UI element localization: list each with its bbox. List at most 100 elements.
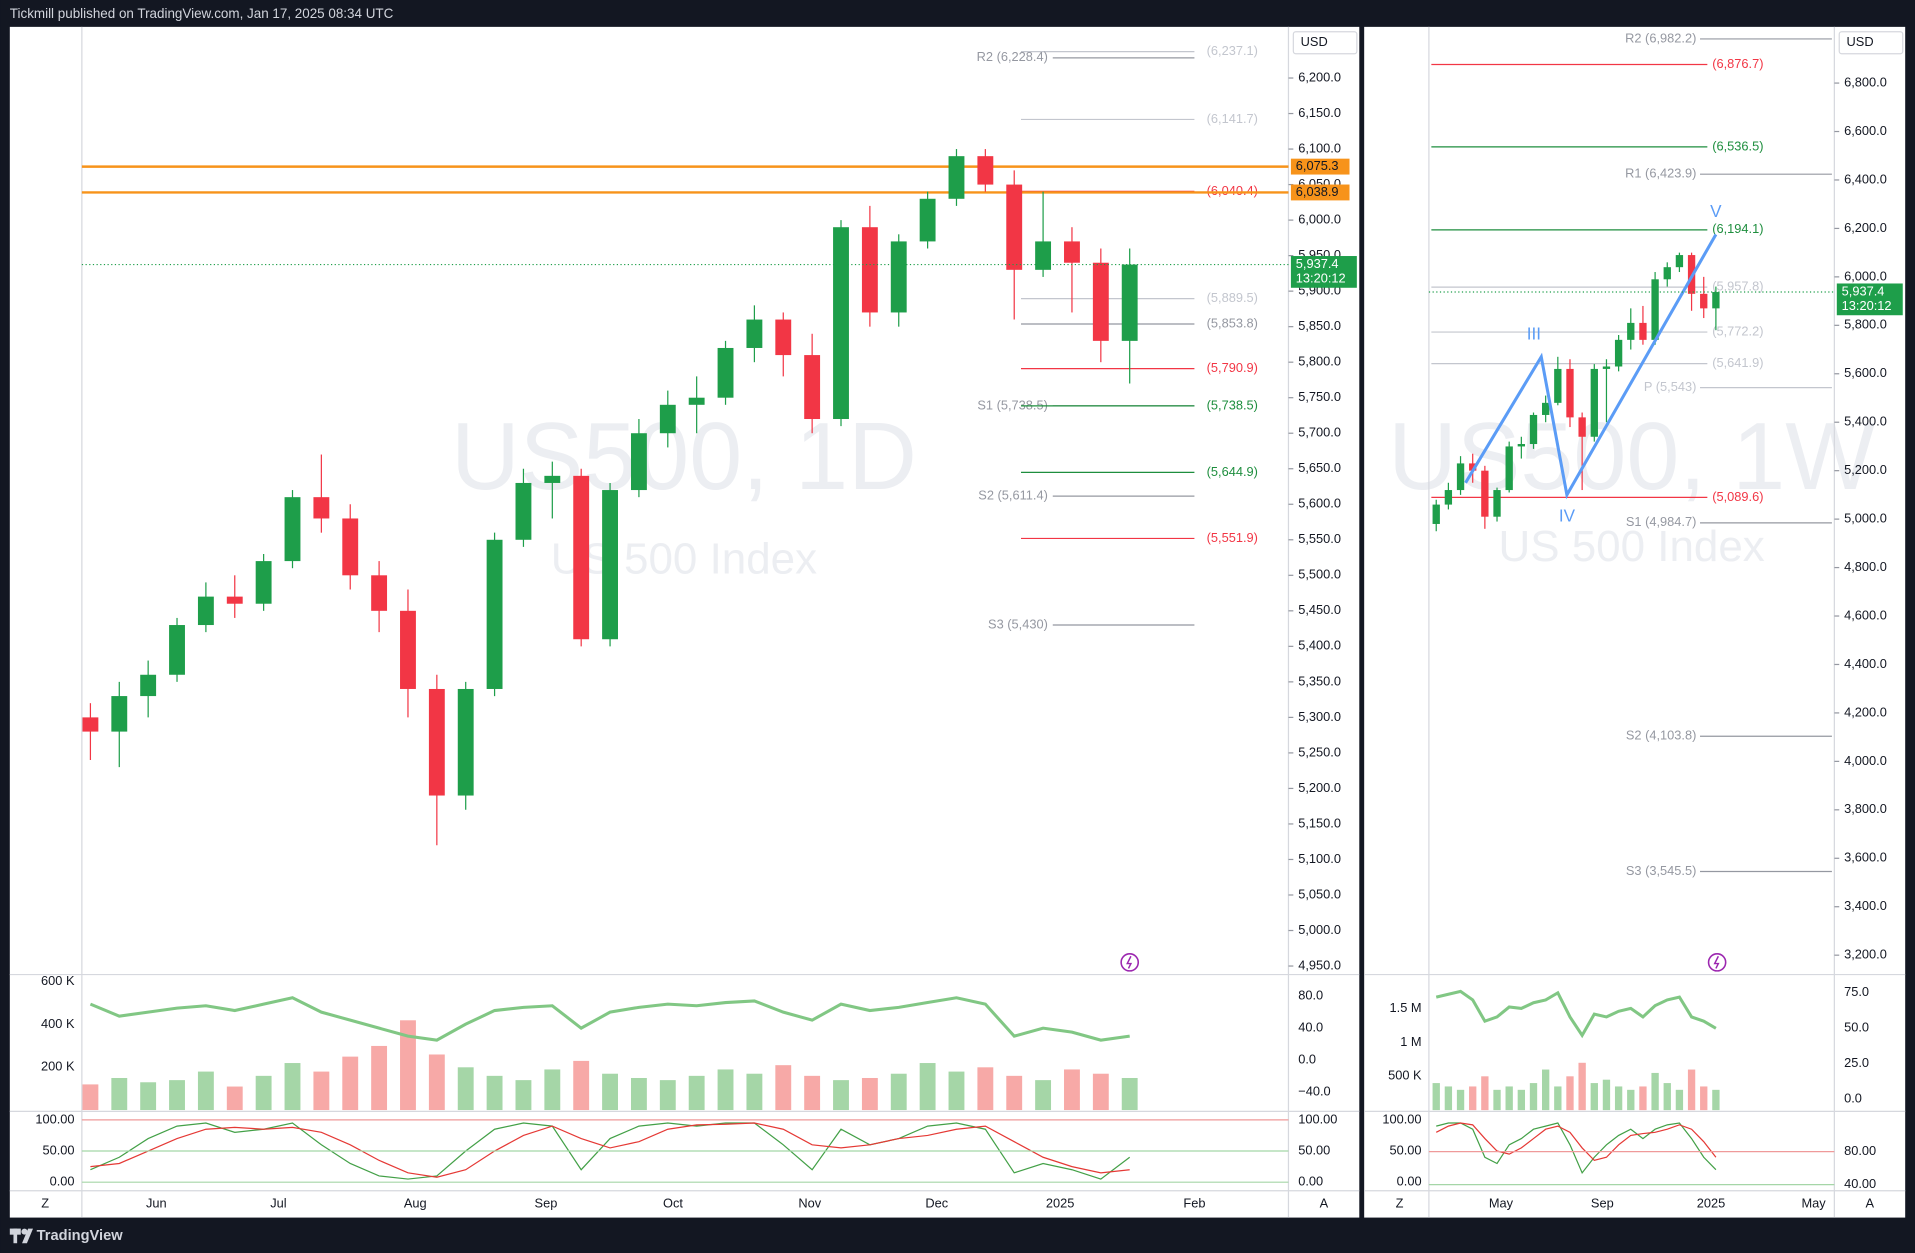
candle-body — [1529, 414, 1538, 445]
candle-body — [371, 575, 388, 611]
volume-bar — [573, 1060, 590, 1111]
candle-body — [717, 347, 734, 398]
volume-bar — [1590, 1083, 1598, 1111]
volume-bar — [775, 1065, 792, 1111]
volume-tick-label: 200 K — [41, 1059, 75, 1074]
volume-bar — [688, 1075, 705, 1111]
volume-bar — [1121, 1077, 1138, 1111]
time-label: Sep — [1591, 1196, 1614, 1211]
last-price-label: 5,937.4 — [1842, 283, 1885, 298]
volume-bar — [371, 1045, 388, 1111]
stoch-tick-label: 100.00 — [1382, 1111, 1421, 1126]
volume-bar — [1505, 1086, 1513, 1111]
price-tick-label: 6,600.0 — [1844, 123, 1887, 138]
candle-body — [1614, 339, 1623, 367]
rsi-line — [89, 996, 1130, 1042]
stoch-right-tick-label: 80.00 — [1844, 1143, 1876, 1158]
price-tick-label: 4,400.0 — [1844, 656, 1887, 671]
price-tick-label: 5,250.0 — [1298, 744, 1341, 759]
pivot-label: P (5,543) — [1644, 379, 1696, 394]
price-tick-label: 6,150.0 — [1298, 105, 1341, 120]
wave-label: IV — [1559, 506, 1576, 525]
price-tick-label: 5,650.0 — [1298, 460, 1341, 475]
pivot-label: (5,551.9) — [1207, 530, 1258, 545]
price-tick-label: 5,700.0 — [1298, 425, 1341, 440]
price-tick-label: 5,400.0 — [1298, 638, 1341, 653]
price-tick-label: 5,500.0 — [1298, 567, 1341, 582]
watermark-description: US 500 Index — [1498, 522, 1764, 571]
volume-bar — [400, 1020, 416, 1111]
candle-body — [515, 482, 532, 540]
candle-body — [804, 355, 821, 420]
stoch-tick-label: 50.00 — [1389, 1142, 1421, 1157]
volume-bar — [1675, 1089, 1684, 1111]
price-tick-label: 6,000.0 — [1298, 211, 1341, 226]
volume-bar — [890, 1073, 907, 1111]
volume-bar — [428, 1054, 445, 1111]
volume-bar — [1529, 1083, 1538, 1111]
volume-tick-label: 1 M — [1400, 1034, 1421, 1049]
volume-bar — [313, 1071, 330, 1111]
price-tick-label: 5,600.0 — [1844, 365, 1887, 380]
price-tick-label: 5,200.0 — [1844, 462, 1887, 477]
candle-body — [1456, 463, 1465, 491]
pivot-label: (5,641.9) — [1712, 355, 1763, 370]
pivot-label: (5,089.6) — [1712, 489, 1763, 504]
rsi-tick-label: 80.0 — [1298, 988, 1323, 1003]
candle-body — [659, 404, 676, 434]
pivot-label: (6,141.7) — [1207, 111, 1258, 126]
volume-bar — [1444, 1086, 1453, 1111]
volume-bar — [255, 1075, 272, 1111]
candle-body — [111, 696, 128, 732]
last-price-box — [1290, 256, 1357, 288]
volume-bar — [284, 1063, 301, 1111]
price-tick-label: 6,000.0 — [1844, 268, 1887, 283]
candle-body — [313, 497, 330, 519]
volume-bar — [1700, 1086, 1708, 1111]
volume-bar — [919, 1063, 936, 1111]
marker-box — [1290, 158, 1350, 175]
wave-label: V — [1710, 202, 1722, 221]
currency-box — [1292, 31, 1358, 55]
price-tick-label: 5,800.0 — [1298, 354, 1341, 369]
pivot-label: (5,889.5) — [1207, 290, 1258, 305]
pivot-label: R2 (6,228.4) — [977, 49, 1048, 64]
marker-box — [1290, 184, 1350, 201]
pivot-label: S3 (5,430) — [988, 616, 1048, 631]
candle-body — [890, 241, 907, 313]
rsi-line — [1435, 989, 1717, 1039]
pivot-label: (6,876.7) — [1712, 56, 1763, 71]
candle-body — [1602, 366, 1611, 369]
pivot-label: S2 (5,611.4) — [978, 488, 1048, 503]
candle-body — [1469, 463, 1477, 471]
candle-body — [1092, 262, 1109, 341]
price-tick-label: 5,800.0 — [1844, 317, 1887, 332]
lightning-icon — [1707, 953, 1727, 972]
volume-bar — [659, 1080, 676, 1111]
volume-bar — [342, 1056, 359, 1111]
rsi-tick-label: 0.0 — [1844, 1091, 1862, 1106]
candle-body — [1505, 446, 1513, 491]
stoch-d-line — [1435, 1122, 1717, 1162]
candle-body — [1541, 402, 1550, 415]
candle-body — [284, 497, 301, 562]
pivot-label: (5,957.8) — [1712, 278, 1763, 293]
volume-bar — [140, 1082, 157, 1111]
volume-bar — [1687, 1069, 1696, 1111]
candle-body — [226, 596, 243, 604]
candle-body — [602, 490, 618, 640]
time-label: Oct — [663, 1196, 683, 1211]
pivot-label: R2 (6,982.2) — [1625, 30, 1696, 45]
rsi-tick-label: 50.0 — [1844, 1020, 1869, 1035]
volume-bar — [515, 1080, 532, 1111]
pivot-label: (5,790.9) — [1207, 360, 1258, 375]
time-label: 2025 — [1697, 1196, 1726, 1211]
volume-bar — [544, 1069, 561, 1111]
price-tick-label: 6,100.0 — [1298, 140, 1341, 155]
panel-frame — [1364, 26, 1906, 1218]
volume-bar — [1566, 1076, 1574, 1111]
price-tick-label: 6,800.0 — [1844, 74, 1887, 89]
volume-bar — [111, 1077, 128, 1111]
candle-body — [833, 227, 849, 420]
volume-bar — [1541, 1069, 1550, 1111]
